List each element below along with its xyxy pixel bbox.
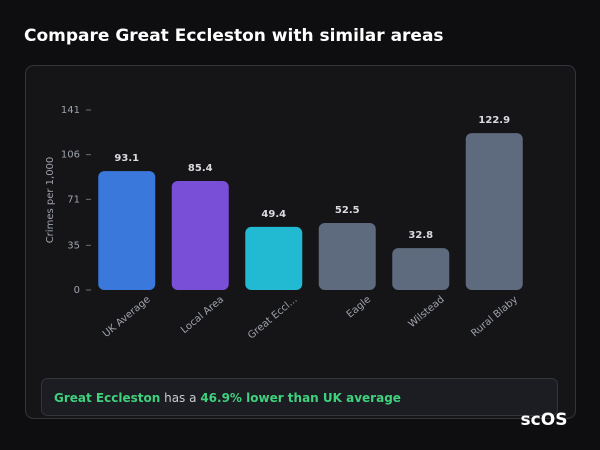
value-label: 52.5 [335, 205, 360, 216]
insight-text: has a [164, 391, 197, 405]
value-label: 93.1 [114, 153, 139, 164]
insight: Great Eccleston has a 46.9% lower than U… [54, 391, 401, 405]
value-label: 122.9 [478, 115, 510, 126]
value-label: 32.8 [408, 230, 433, 241]
bar [171, 180, 229, 290]
y-tick-label: 106 [61, 150, 80, 161]
insight-area: Great Eccleston [54, 391, 161, 405]
y-tick-label: 0 [74, 285, 80, 296]
chart-title: Compare Great Eccleston with similar are… [24, 26, 444, 46]
bar [465, 133, 523, 290]
insight-highlight: 46.9% lower than UK average [200, 391, 401, 405]
logo: scOS [521, 410, 568, 430]
y-tick-label: 71 [67, 194, 80, 205]
y-axis-label: Crimes per 1,000 [45, 157, 56, 244]
value-label: 49.4 [261, 209, 286, 220]
y-tick-label: 141 [61, 105, 80, 116]
bar [318, 222, 376, 290]
bar [98, 171, 156, 290]
bar [392, 248, 450, 290]
bar [245, 226, 303, 290]
value-label: 85.4 [188, 163, 213, 174]
insight-box [41, 378, 558, 416]
y-tick-label: 35 [67, 240, 80, 251]
